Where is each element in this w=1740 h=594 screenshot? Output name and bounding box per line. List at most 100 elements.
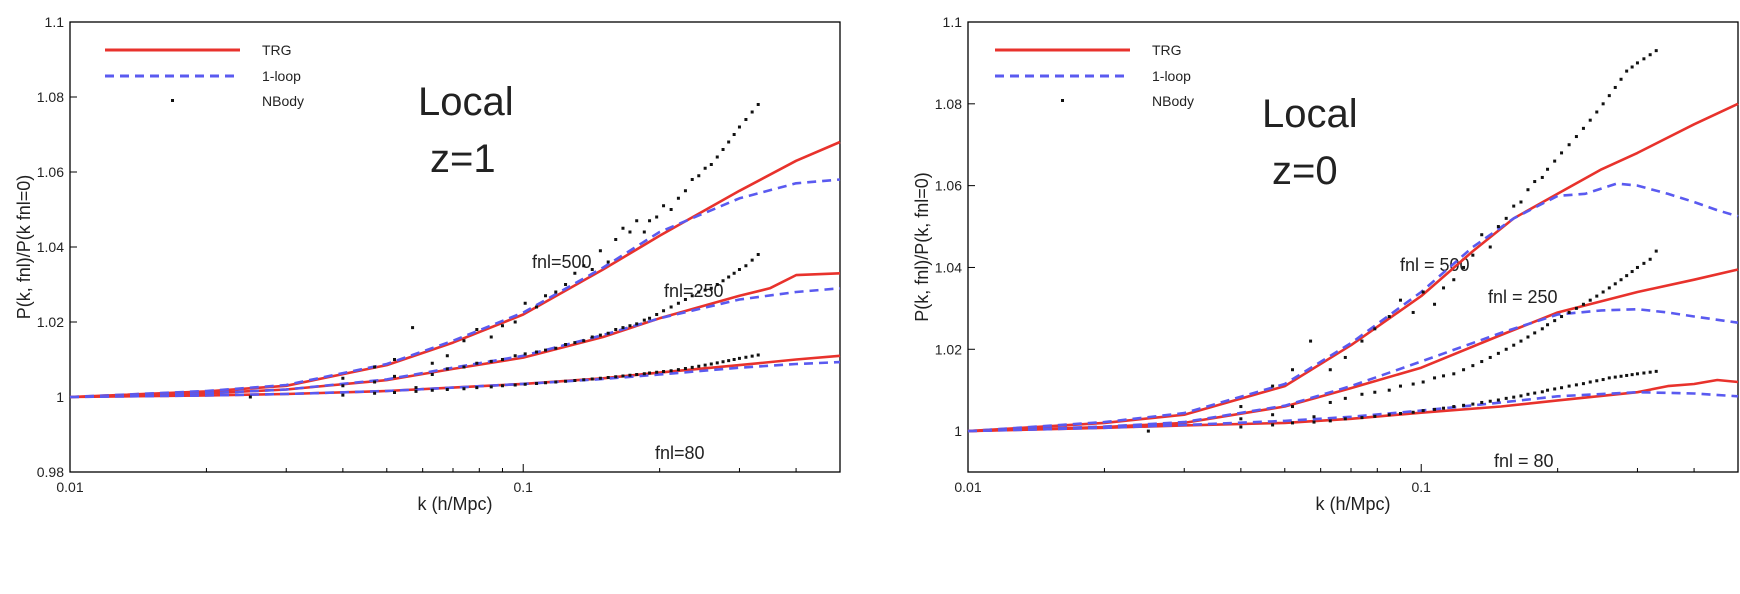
nbody-point bbox=[1619, 77, 1623, 81]
nbody-point bbox=[1398, 384, 1402, 388]
nbody-point bbox=[1546, 323, 1550, 327]
nbody-point bbox=[1433, 376, 1437, 380]
nbody-point bbox=[1146, 429, 1150, 433]
nbody-point bbox=[1533, 391, 1537, 395]
nbody-point bbox=[1373, 327, 1377, 331]
nbody-point bbox=[393, 374, 397, 378]
nbody-point bbox=[430, 361, 434, 365]
series-line-1-loop-fnl-250 bbox=[967, 307, 1739, 433]
nbody-point bbox=[1343, 417, 1347, 421]
nbody-point bbox=[1574, 135, 1578, 139]
nbody-point bbox=[1581, 382, 1585, 386]
nbody-point bbox=[1421, 409, 1425, 413]
nbody-point bbox=[690, 294, 694, 298]
y-tick-label: 1.02 bbox=[37, 314, 64, 330]
series-line-1-loop-fnl-250 bbox=[69, 287, 841, 399]
nbody-point bbox=[1595, 379, 1599, 383]
nbody-point bbox=[1328, 400, 1332, 404]
nbody-point bbox=[1239, 417, 1243, 421]
nbody-point bbox=[709, 362, 713, 366]
nbody-point bbox=[1588, 380, 1592, 384]
nbody-point bbox=[1595, 294, 1599, 298]
nbody-point bbox=[564, 343, 568, 346]
nbody-point bbox=[628, 324, 632, 328]
nbody-point bbox=[1607, 286, 1611, 290]
nbody-point bbox=[1619, 374, 1623, 378]
nbody-point bbox=[721, 279, 725, 283]
nbody-point bbox=[582, 264, 586, 268]
nbody-point bbox=[500, 324, 504, 328]
nbody-point bbox=[690, 365, 694, 369]
nbody-point bbox=[727, 359, 731, 363]
nbody-point bbox=[1574, 306, 1578, 310]
nbody-point bbox=[744, 118, 748, 121]
series-line-1-loop-fnl-500 bbox=[69, 178, 841, 399]
nbody-point bbox=[669, 305, 673, 309]
nbody-point bbox=[523, 352, 527, 356]
nbody-point bbox=[462, 365, 466, 369]
nbody-point bbox=[709, 286, 713, 290]
nbody-point bbox=[756, 103, 760, 106]
nbody-point bbox=[690, 178, 694, 181]
nbody-point bbox=[744, 355, 748, 359]
nbody-point bbox=[573, 341, 577, 345]
series-layer bbox=[69, 103, 841, 399]
nbody-point bbox=[614, 375, 618, 379]
nbody-point bbox=[554, 290, 558, 294]
nbody-point bbox=[1387, 413, 1391, 417]
y-tick-label: 1.08 bbox=[37, 89, 64, 105]
nbody-point bbox=[1560, 386, 1564, 390]
x-axis-label: k (h/Mpc) bbox=[1315, 494, 1390, 514]
nbody-point bbox=[475, 386, 479, 390]
nbody-point bbox=[648, 371, 652, 375]
nbody-point bbox=[535, 382, 539, 385]
nbody-point bbox=[513, 354, 517, 358]
nbody-point bbox=[683, 298, 687, 301]
nbody-point bbox=[1328, 368, 1332, 372]
nbody-point bbox=[709, 163, 713, 166]
series-line-1-loop-fnl-500 bbox=[967, 182, 1739, 433]
nbody-point bbox=[621, 374, 625, 378]
nbody-point bbox=[1642, 261, 1646, 265]
nbody-point bbox=[573, 271, 577, 275]
nbody-point bbox=[1421, 380, 1425, 384]
nbody-point bbox=[1619, 278, 1623, 282]
nbody-point bbox=[732, 133, 736, 136]
nbody-point bbox=[1387, 315, 1391, 319]
annotation-fnl80: fnl=80 bbox=[655, 443, 705, 463]
legend-label-1loop: 1-loop bbox=[1152, 68, 1191, 84]
nbody-point bbox=[1625, 69, 1629, 73]
nbody-point bbox=[669, 208, 673, 211]
x-tick-label: 0.1 bbox=[513, 479, 533, 495]
nbody-point bbox=[1442, 374, 1446, 378]
chart-subtitle: z=1 bbox=[430, 137, 496, 181]
nbody-point bbox=[414, 389, 418, 393]
nbody-point bbox=[462, 339, 466, 343]
nbody-point bbox=[614, 328, 618, 331]
legend-label-1loop: 1-loop bbox=[262, 68, 301, 84]
nbody-point bbox=[535, 350, 539, 354]
nbody-point bbox=[606, 260, 610, 264]
nbody-point bbox=[1291, 421, 1295, 425]
nbody-point bbox=[1343, 355, 1347, 359]
series-line-trg-fnl-250 bbox=[69, 272, 841, 399]
nbody-point bbox=[582, 339, 586, 343]
nbody-point bbox=[1630, 65, 1634, 69]
nbody-point bbox=[1567, 384, 1571, 388]
nbody-point bbox=[1488, 399, 1492, 403]
nbody-point bbox=[373, 391, 377, 395]
nbody-point bbox=[590, 268, 594, 271]
nbody-point bbox=[445, 367, 449, 371]
nbody-point bbox=[737, 268, 741, 271]
annotation-fnl250: fnl = 250 bbox=[1488, 287, 1558, 307]
nbody-point bbox=[737, 356, 741, 360]
nbody-point bbox=[676, 196, 680, 200]
nbody-point bbox=[655, 370, 659, 374]
nbody-point bbox=[1442, 286, 1446, 290]
legend-label-nbody: NBody bbox=[262, 93, 304, 109]
nbody-point bbox=[1601, 378, 1605, 382]
nbody-point bbox=[737, 125, 741, 129]
nbody-point bbox=[1411, 410, 1415, 414]
nbody-point bbox=[445, 354, 449, 358]
nbody-point bbox=[1648, 53, 1652, 57]
